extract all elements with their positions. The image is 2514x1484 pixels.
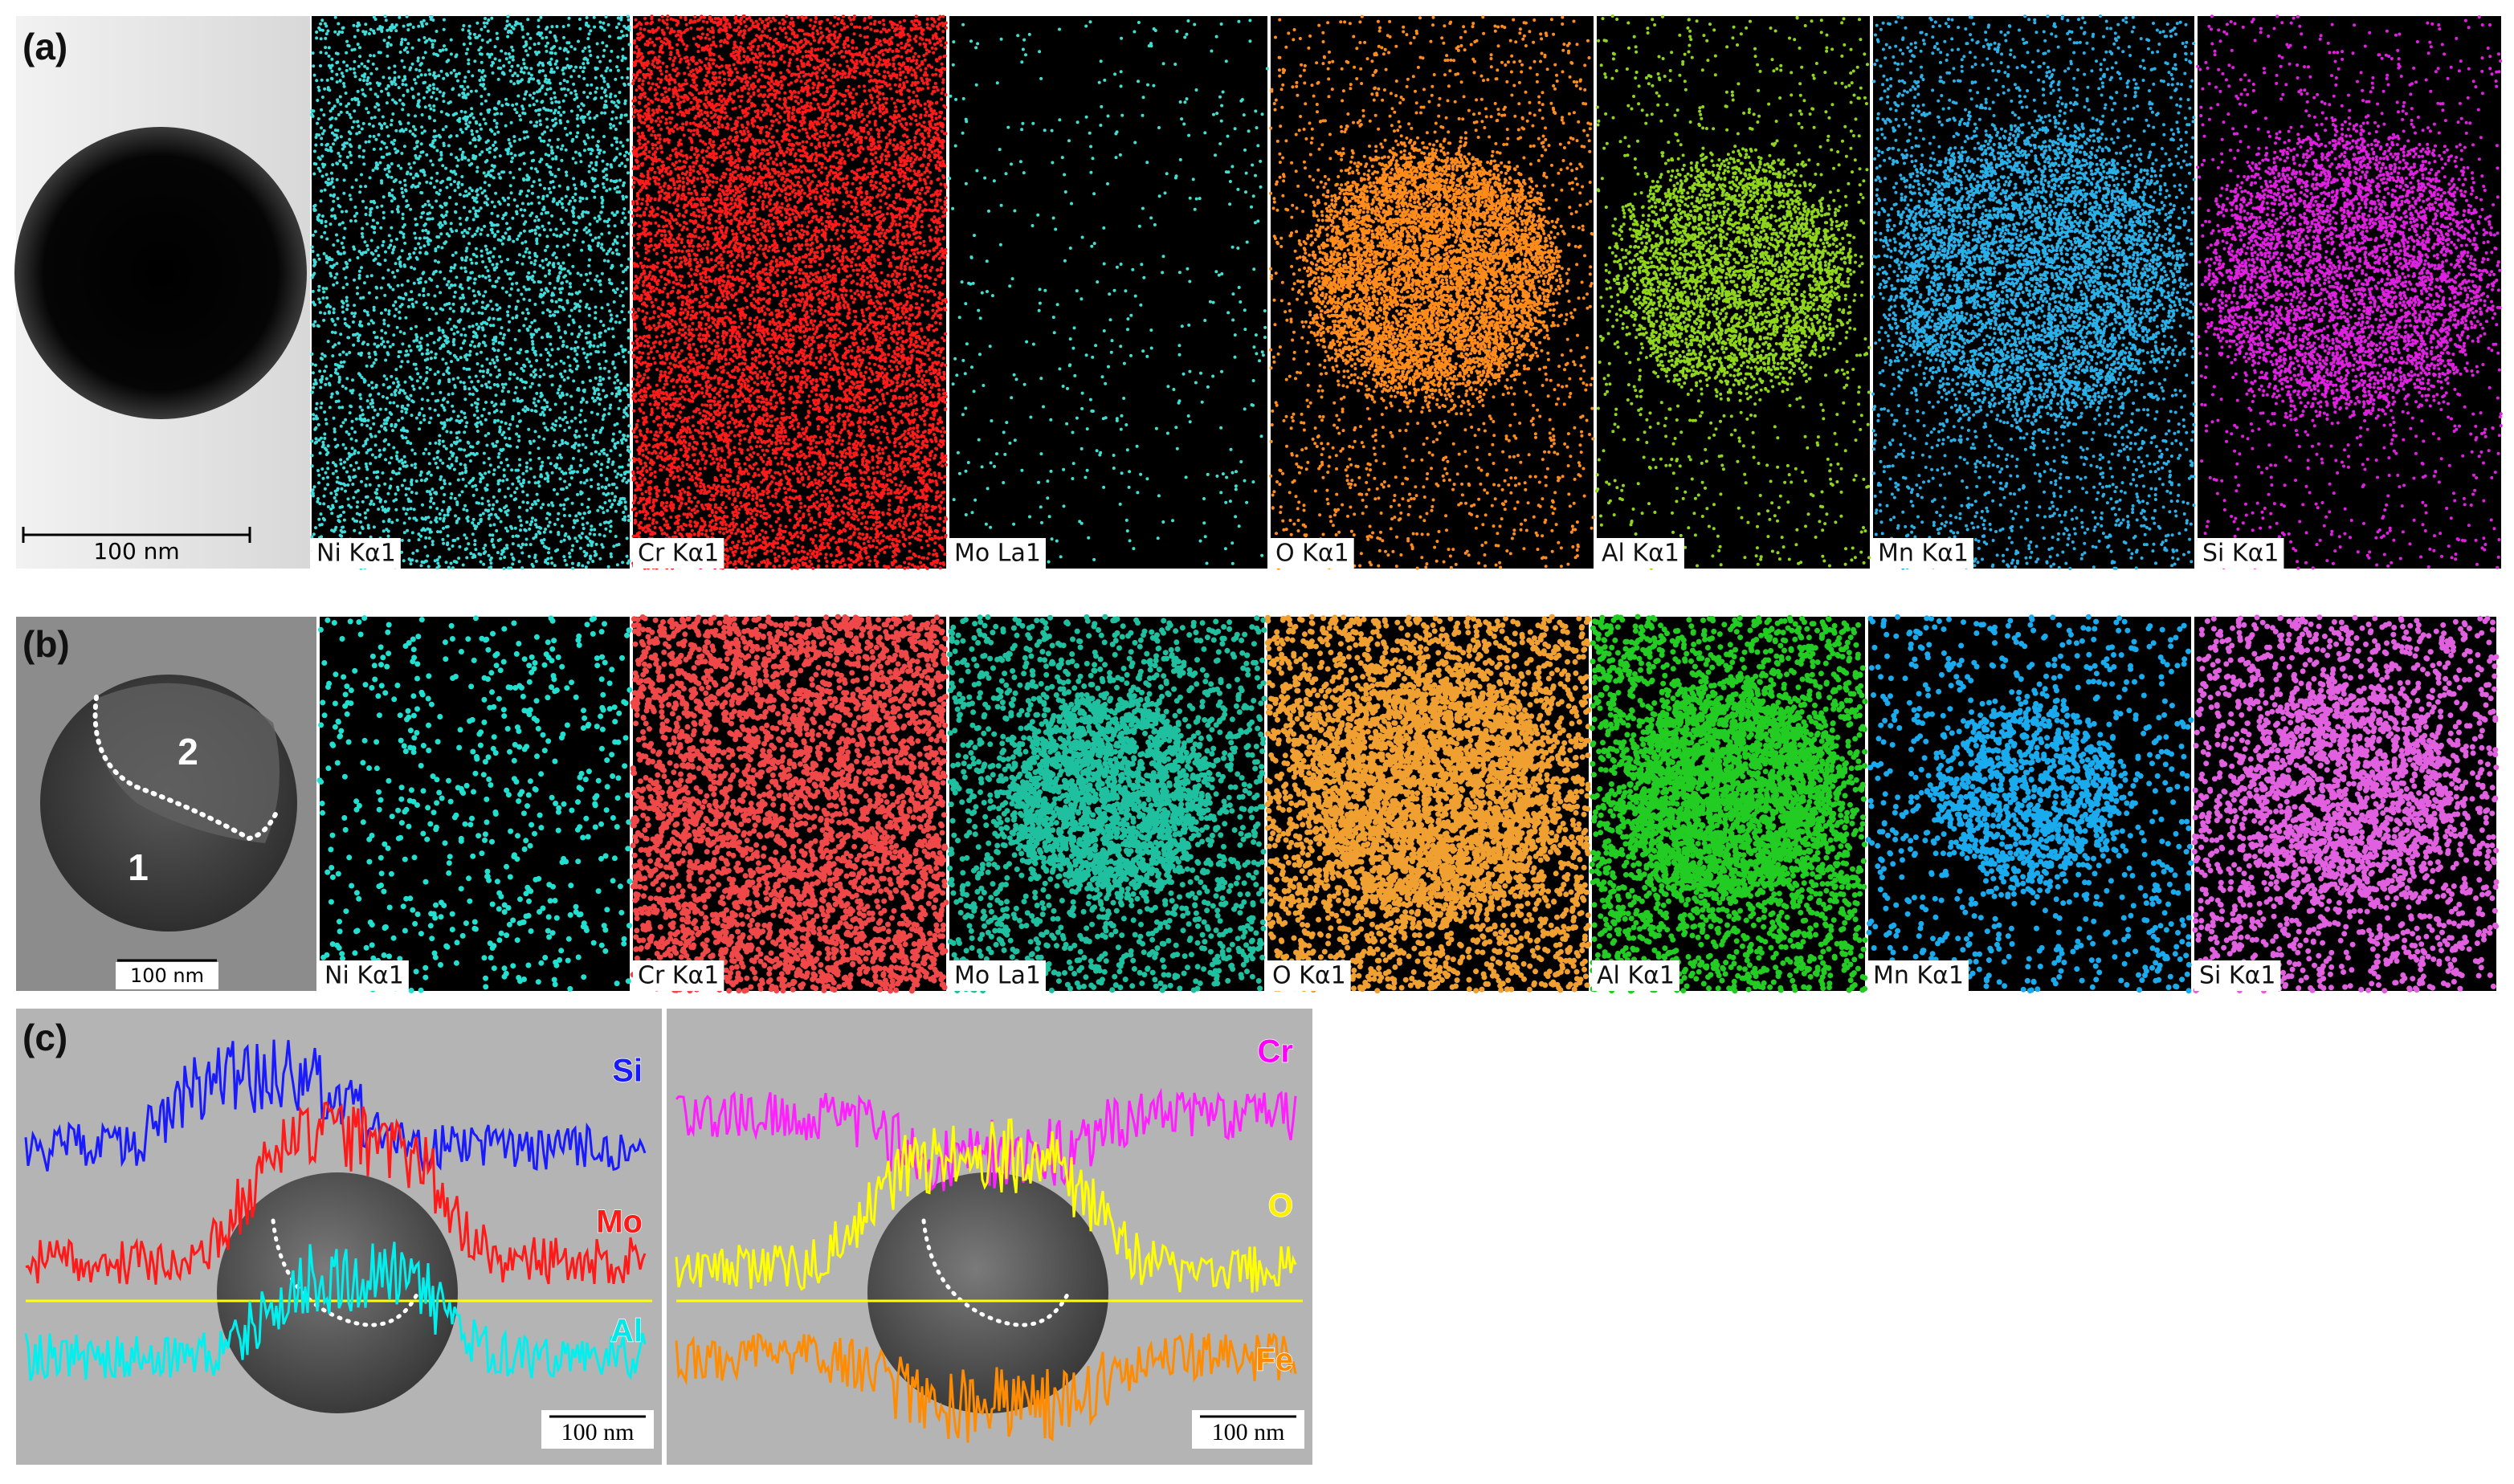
element-dots	[2191, 614, 2500, 994]
map-label: O Kα1	[1272, 962, 1346, 990]
element-dots	[948, 18, 1269, 566]
map-label-box	[949, 538, 1046, 569]
scale-bar-label: 100 nm	[130, 964, 204, 987]
map-label: Mn Kα1	[1878, 540, 1969, 568]
region-label: 2	[178, 731, 198, 773]
map-label-box	[1271, 538, 1354, 569]
region-2	[95, 683, 280, 843]
map-label: Al Kα1	[1597, 962, 1675, 990]
element-dots	[1589, 614, 1868, 994]
line-scan	[675, 1332, 1297, 1443]
element-dots	[630, 614, 949, 994]
element-dots	[1865, 614, 2194, 994]
element-label: Si	[612, 1054, 643, 1089]
map-label: Al Kα1	[1602, 540, 1679, 568]
line-scan	[24, 1039, 647, 1172]
map-label-box	[633, 538, 724, 569]
element-label: Mo	[596, 1205, 643, 1240]
map-label: Mn Kα1	[1873, 962, 1964, 990]
map-label: O Kα1	[1275, 540, 1349, 568]
element-dots	[946, 614, 1267, 994]
element-dots	[1264, 614, 1592, 994]
boundary	[92, 695, 279, 842]
map-label-box	[1592, 960, 1679, 991]
element-dots	[1595, 14, 1871, 570]
scale-bar-label: 100 nm	[93, 538, 179, 565]
map-label: Ni Kα1	[316, 540, 396, 568]
element-label: O	[1268, 1188, 1293, 1224]
line-scan	[24, 1241, 647, 1381]
map-label: Mo La1	[954, 540, 1041, 568]
line-scan	[25, 1101, 647, 1285]
boundary	[921, 1218, 1071, 1327]
map-label-box	[633, 960, 724, 991]
map-label-box	[1597, 538, 1684, 569]
scale-bar-label: 100 nm	[1212, 1419, 1285, 1445]
eds-map	[949, 16, 1267, 569]
eds-map	[2198, 16, 2501, 569]
scale-box	[116, 962, 218, 989]
scale-bar-label: 100 nm	[561, 1419, 635, 1445]
element-label: Al	[610, 1314, 643, 1349]
map-label-box	[2194, 960, 2281, 991]
particle	[14, 127, 307, 419]
map-label: Mo La1	[954, 962, 1041, 990]
map-label: Cr Kα1	[638, 962, 719, 990]
line-scan	[675, 1118, 1297, 1293]
element-label: Cr	[1258, 1034, 1293, 1070]
map-label-box	[1267, 960, 1351, 991]
element-dots	[316, 615, 633, 993]
boundary	[271, 1218, 420, 1327]
panel-label: (b)	[22, 623, 70, 665]
map-label-box	[1868, 960, 1969, 991]
element-dots	[2196, 14, 2503, 570]
panel-label: (c)	[22, 1017, 67, 1058]
map-label: Si Kα1	[2199, 962, 2275, 990]
map-label-box	[949, 960, 1046, 991]
map-label-box	[1873, 538, 1973, 569]
element-dots	[310, 14, 631, 570]
map-label: Si Kα1	[2202, 540, 2279, 568]
eds-map	[312, 16, 630, 569]
map-label-box	[320, 960, 409, 991]
element-label: Fe	[1255, 1343, 1293, 1378]
eds-map	[320, 617, 630, 991]
panel-label: (a)	[22, 26, 67, 67]
map-label: Ni Kα1	[324, 962, 404, 990]
particle	[867, 1172, 1108, 1413]
map-label-box	[2198, 538, 2284, 569]
map-label-box	[312, 538, 401, 569]
element-dots	[1269, 14, 1595, 570]
region-label: 1	[128, 846, 149, 888]
map-label: Cr Kα1	[638, 540, 719, 568]
line-scan	[675, 1087, 1297, 1192]
element-dots	[1871, 14, 2196, 570]
